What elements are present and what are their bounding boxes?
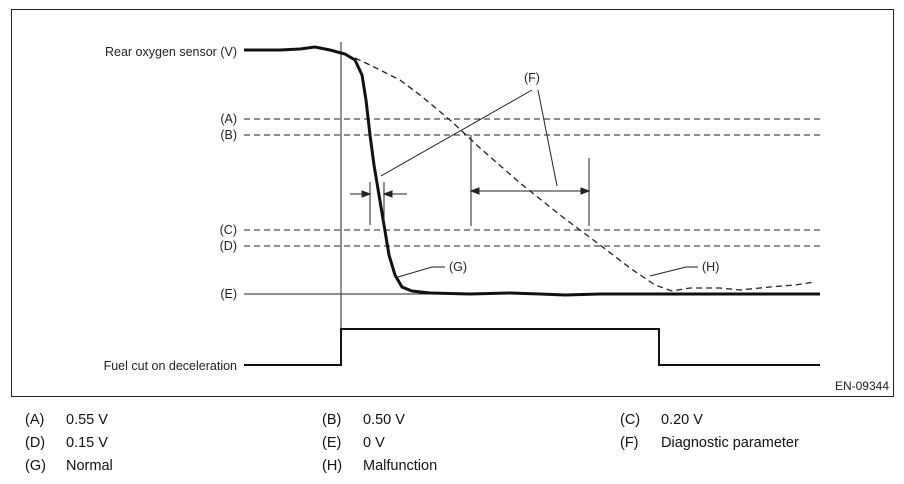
- legend-value: 0.15 V: [66, 435, 108, 451]
- leader-f-normal: [380, 89, 533, 177]
- figure-id: EN-09344: [835, 379, 889, 393]
- leader-g: [397, 266, 445, 278]
- leader-f-malfunction: [537, 89, 558, 187]
- legend-key: (A): [25, 412, 45, 428]
- legend-key: (H): [322, 458, 343, 474]
- level-label-a: (A): [220, 112, 237, 126]
- callout-leaders: [380, 89, 698, 278]
- level-label-d: (D): [220, 239, 237, 253]
- normal-arrow-left-head: [361, 190, 372, 198]
- legend-key: (D): [25, 435, 46, 451]
- legend-value: Malfunction: [363, 458, 438, 474]
- callout-f: (F): [524, 71, 540, 85]
- threshold-lines: [244, 118, 820, 247]
- legend-key: (F): [620, 435, 639, 451]
- level-label-e: (E): [220, 287, 237, 301]
- diagnostic-markers: [350, 135, 591, 226]
- legend: (A) 0.55 V (B) 0.50 V (C) 0.20 V (D) 0.1…: [0, 406, 904, 484]
- legend-value: Normal: [66, 458, 113, 474]
- level-label-c: (C): [220, 223, 237, 237]
- malfunction-arrow-left-head: [469, 187, 480, 195]
- leader-h: [649, 266, 698, 277]
- diagram-frame: [11, 9, 894, 397]
- legend-key: (E): [322, 435, 342, 451]
- level-label-b: (B): [220, 128, 237, 142]
- oxygen-sensor-diagram: Rear oxygen sensor (V) (A) (B) (C) (D) (…: [11, 9, 894, 397]
- y-axis-label: Rear oxygen sensor (V): [105, 45, 237, 59]
- legend-value: 0.20 V: [661, 412, 703, 428]
- callout-g: (G): [449, 260, 467, 274]
- legend-value: 0 V: [363, 435, 385, 451]
- callout-h: (H): [702, 260, 719, 274]
- legend-key: (C): [620, 412, 641, 428]
- malfunction-curve: [354, 57, 816, 292]
- legend-value: 0.50 V: [363, 412, 405, 428]
- legend-key: (G): [25, 458, 46, 474]
- malfunction-arrow-right-head: [580, 187, 591, 195]
- legend-value: Diagnostic parameter: [661, 435, 799, 451]
- legend-key: (B): [322, 412, 342, 428]
- fuel-cut-label: Fuel cut on deceleration: [104, 359, 237, 373]
- fuel-cut-signal: [244, 328, 820, 366]
- normal-arrow-right-head: [382, 190, 393, 198]
- legend-value: 0.55 V: [66, 412, 108, 428]
